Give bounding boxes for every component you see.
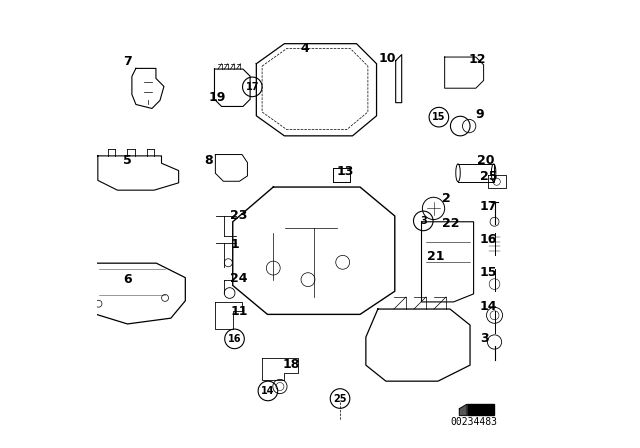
Text: 2: 2 [442,192,451,205]
Text: 15: 15 [480,267,497,280]
Text: 21: 21 [427,250,444,263]
Text: 16: 16 [228,334,241,344]
Text: 6: 6 [123,273,131,286]
Text: 4: 4 [300,42,308,55]
Text: 8: 8 [204,154,213,167]
Text: 25: 25 [333,393,347,404]
Text: 17: 17 [480,200,497,213]
Text: 24: 24 [230,272,248,285]
Text: 10: 10 [379,52,396,65]
Text: 1: 1 [230,237,239,250]
Polygon shape [460,404,467,415]
Text: 9: 9 [476,108,484,121]
Text: 14: 14 [261,386,275,396]
Text: 3: 3 [420,216,427,226]
Text: 00234483: 00234483 [450,417,497,427]
Text: 17: 17 [246,82,259,92]
Text: 20: 20 [477,154,494,167]
Text: 16: 16 [480,233,497,246]
Text: 7: 7 [123,55,131,68]
Text: 12: 12 [468,53,486,66]
Text: 18: 18 [282,358,300,371]
Bar [467,404,493,415]
Text: 23: 23 [230,209,248,222]
Text: 19: 19 [209,90,226,103]
Text: 22: 22 [442,217,460,230]
Text: 5: 5 [123,154,131,167]
Text: 11: 11 [230,305,248,318]
Text: 13: 13 [337,165,355,178]
Text: 14: 14 [480,300,497,313]
Text: 25: 25 [480,170,497,183]
Text: 15: 15 [432,112,445,122]
Text: 3: 3 [480,332,488,345]
